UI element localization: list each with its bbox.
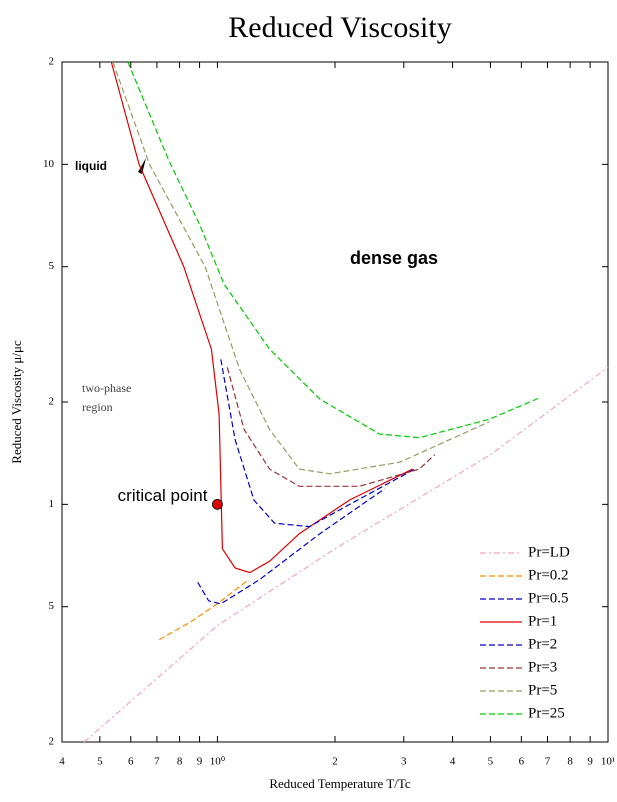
x-tick-label: 9 xyxy=(197,756,203,768)
x-tick-label: 10⁰ xyxy=(210,756,226,768)
series-line xyxy=(112,61,490,475)
legend-label: Pr=5 xyxy=(528,682,557,698)
x-tick-label: 4 xyxy=(59,756,65,768)
annotation: two-phase xyxy=(82,381,131,395)
annotation: region xyxy=(82,400,113,414)
x-tick-label: 8 xyxy=(567,756,573,768)
series-line xyxy=(226,367,436,487)
y-tick-label: 5 xyxy=(49,260,55,272)
marker xyxy=(212,498,223,510)
y-tick-label: 2 xyxy=(49,736,55,748)
annotation: liquid xyxy=(75,159,107,173)
x-tick-label: 6 xyxy=(128,756,134,768)
x-tick-label: 5 xyxy=(97,756,103,768)
legend-label: Pr=0.5 xyxy=(528,590,569,606)
liquid-arrow xyxy=(138,158,146,174)
y-tick-label: 2 xyxy=(49,56,55,68)
x-tick-label: 7 xyxy=(154,756,160,768)
annotation: dense gas xyxy=(350,248,438,268)
series-line xyxy=(197,488,385,605)
chart-title: Reduced Viscosity xyxy=(228,11,451,44)
y-axis-label: Reduced Viscosity μ/μc xyxy=(9,340,24,464)
legend-label: Pr=0.2 xyxy=(528,567,569,583)
x-tick-label: 3 xyxy=(401,756,407,768)
series-line xyxy=(110,61,413,574)
x-tick-label: 8 xyxy=(177,756,183,768)
x-tick-label: 10¹ xyxy=(601,756,615,768)
legend-label: Pr=LD xyxy=(528,544,570,560)
y-tick-label: 10 xyxy=(43,158,55,170)
x-axis-label: Reduced Temperature T/Tc xyxy=(269,776,411,791)
legend-label: Pr=3 xyxy=(528,659,557,675)
legend-label: Pr=2 xyxy=(528,636,557,652)
y-tick-label: 1 xyxy=(49,498,55,510)
legend-label: Pr=25 xyxy=(528,705,565,721)
legend-label: Pr=1 xyxy=(528,613,557,629)
y-tick-label: 5 xyxy=(49,600,55,612)
series-line xyxy=(127,61,541,439)
x-tick-label: 4 xyxy=(450,756,456,768)
x-tick-label: 9 xyxy=(587,756,593,768)
series-line xyxy=(159,579,249,641)
x-tick-label: 5 xyxy=(488,756,494,768)
y-tick-label: 2 xyxy=(49,396,55,408)
marker-label: critical point xyxy=(118,486,208,505)
series-line xyxy=(220,359,415,528)
series-line xyxy=(83,366,609,743)
x-tick-label: 2 xyxy=(332,756,338,768)
x-tick-label: 7 xyxy=(545,756,551,768)
x-tick-label: 6 xyxy=(519,756,525,768)
